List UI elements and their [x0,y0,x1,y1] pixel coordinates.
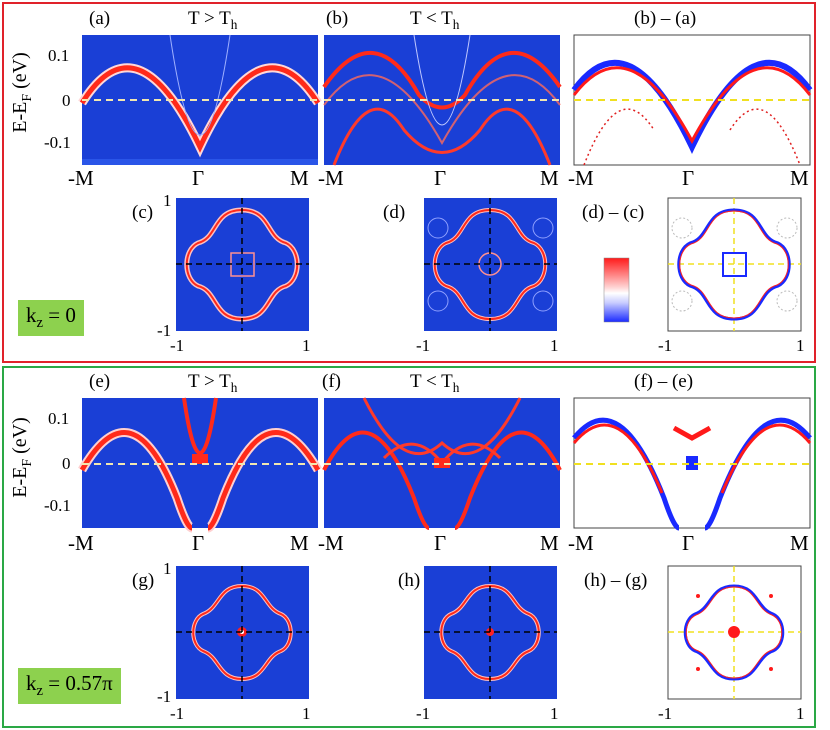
xtick-f-gamma: Γ [434,531,447,555]
kz-badge-top: kz = 0 [18,300,84,336]
xtick-f-m-right: M [540,531,559,555]
diff-fermi-map-hg [667,565,802,700]
panel-fe-label: (f) – (e) [634,371,694,392]
ytick-bottom--0.1: -0.1 [44,496,71,515]
fs-dc-xtick-right: 1 [796,336,805,355]
fermi-map-g [176,566,309,699]
fermi-map-d [424,198,557,331]
panel-f-title: T < Th [410,371,460,395]
colorbar [603,257,630,323]
xtick-b-gamma: Γ [434,166,447,190]
ytick-top-0.1: 0.1 [48,46,70,65]
xtick-fe-m: -M [568,531,594,555]
xtick-fe-m-right: M [790,531,809,555]
panel-e-title: T > Th [188,371,238,395]
panel-c-label: (c) [132,202,154,223]
fs-g-xtick-left: -1 [170,704,185,723]
fermi-map-h [424,566,557,699]
band-map-f [322,397,562,530]
fs-dc-xtick-left: -1 [658,336,673,355]
band-map-e [78,397,322,533]
band-map-a [78,34,322,165]
diff-fermi-map-dc [667,197,802,332]
panel-f-label: (f) [322,371,341,392]
panel-h-label: (h) [398,570,421,591]
ylabel-top: E-EF (eV) [8,52,35,133]
fermi-map-c [176,198,309,331]
diff-map-fe [572,397,812,531]
xtick-a-gamma: Γ [192,166,205,190]
panel-g-label: (g) [132,570,155,591]
xtick-e-m: -M [68,531,94,555]
xtick-fe-gamma: Γ [682,531,695,555]
ytick-bottom-0: 0 [62,454,71,473]
diff-map-ba [571,34,813,166]
fs-hg-xtick-left: -1 [658,704,673,723]
fs-c-xtick-right: 1 [302,336,311,355]
fs-c-xtick-left: -1 [170,336,185,355]
xtick-e-m-right: M [290,531,309,555]
fs-g-xtick-right: 1 [302,704,311,723]
fs-c-ytick-top: 1 [163,191,172,210]
panel-b-title: T < Th [410,8,460,32]
xtick-ba-m-right: M [790,166,809,190]
ytick-top-0: 0 [62,91,71,110]
fs-d-xtick-left: -1 [416,336,431,355]
fs-g-ytick-top: 1 [163,559,172,578]
kz-badge-bottom: kz = 0.57π [18,668,121,704]
bottom-panel-frame [2,366,816,728]
panel-a-label: (a) [89,8,111,29]
panel-d-label: (d) [383,202,406,223]
xtick-e-gamma: Γ [192,531,205,555]
fs-h-xtick-left: -1 [416,704,431,723]
fs-hg-xtick-right: 1 [796,704,805,723]
panel-e-label: (e) [89,371,111,392]
panel-hg-label: (h) – (g) [584,570,648,591]
fs-c-ytick-bottom: -1 [157,321,172,340]
band-map-b [322,34,562,166]
xtick-ba-m: -M [568,166,594,190]
panel-a-title: T > Th [188,8,238,32]
fs-g-ytick-bottom: -1 [157,687,172,706]
top-panel-frame [2,2,816,363]
xtick-a-m-right: M [290,166,309,190]
panel-b-label: (b) [326,8,349,29]
panel-ba-label: (b) – (a) [634,8,697,29]
panel-dc-label: (d) – (c) [582,202,645,223]
xtick-b-m-right: M [540,166,559,190]
fs-d-xtick-right: 1 [550,336,559,355]
ylabel-bottom: E-EF (eV) [8,417,35,498]
ytick-bottom-0.1: 0.1 [48,409,70,428]
xtick-a-m: -M [68,166,94,190]
xtick-ba-gamma: Γ [682,166,695,190]
xtick-b-m: -M [318,166,344,190]
ytick-top--0.1: -0.1 [44,133,71,152]
fs-h-xtick-right: 1 [550,704,559,723]
xtick-f-m: -M [318,531,344,555]
